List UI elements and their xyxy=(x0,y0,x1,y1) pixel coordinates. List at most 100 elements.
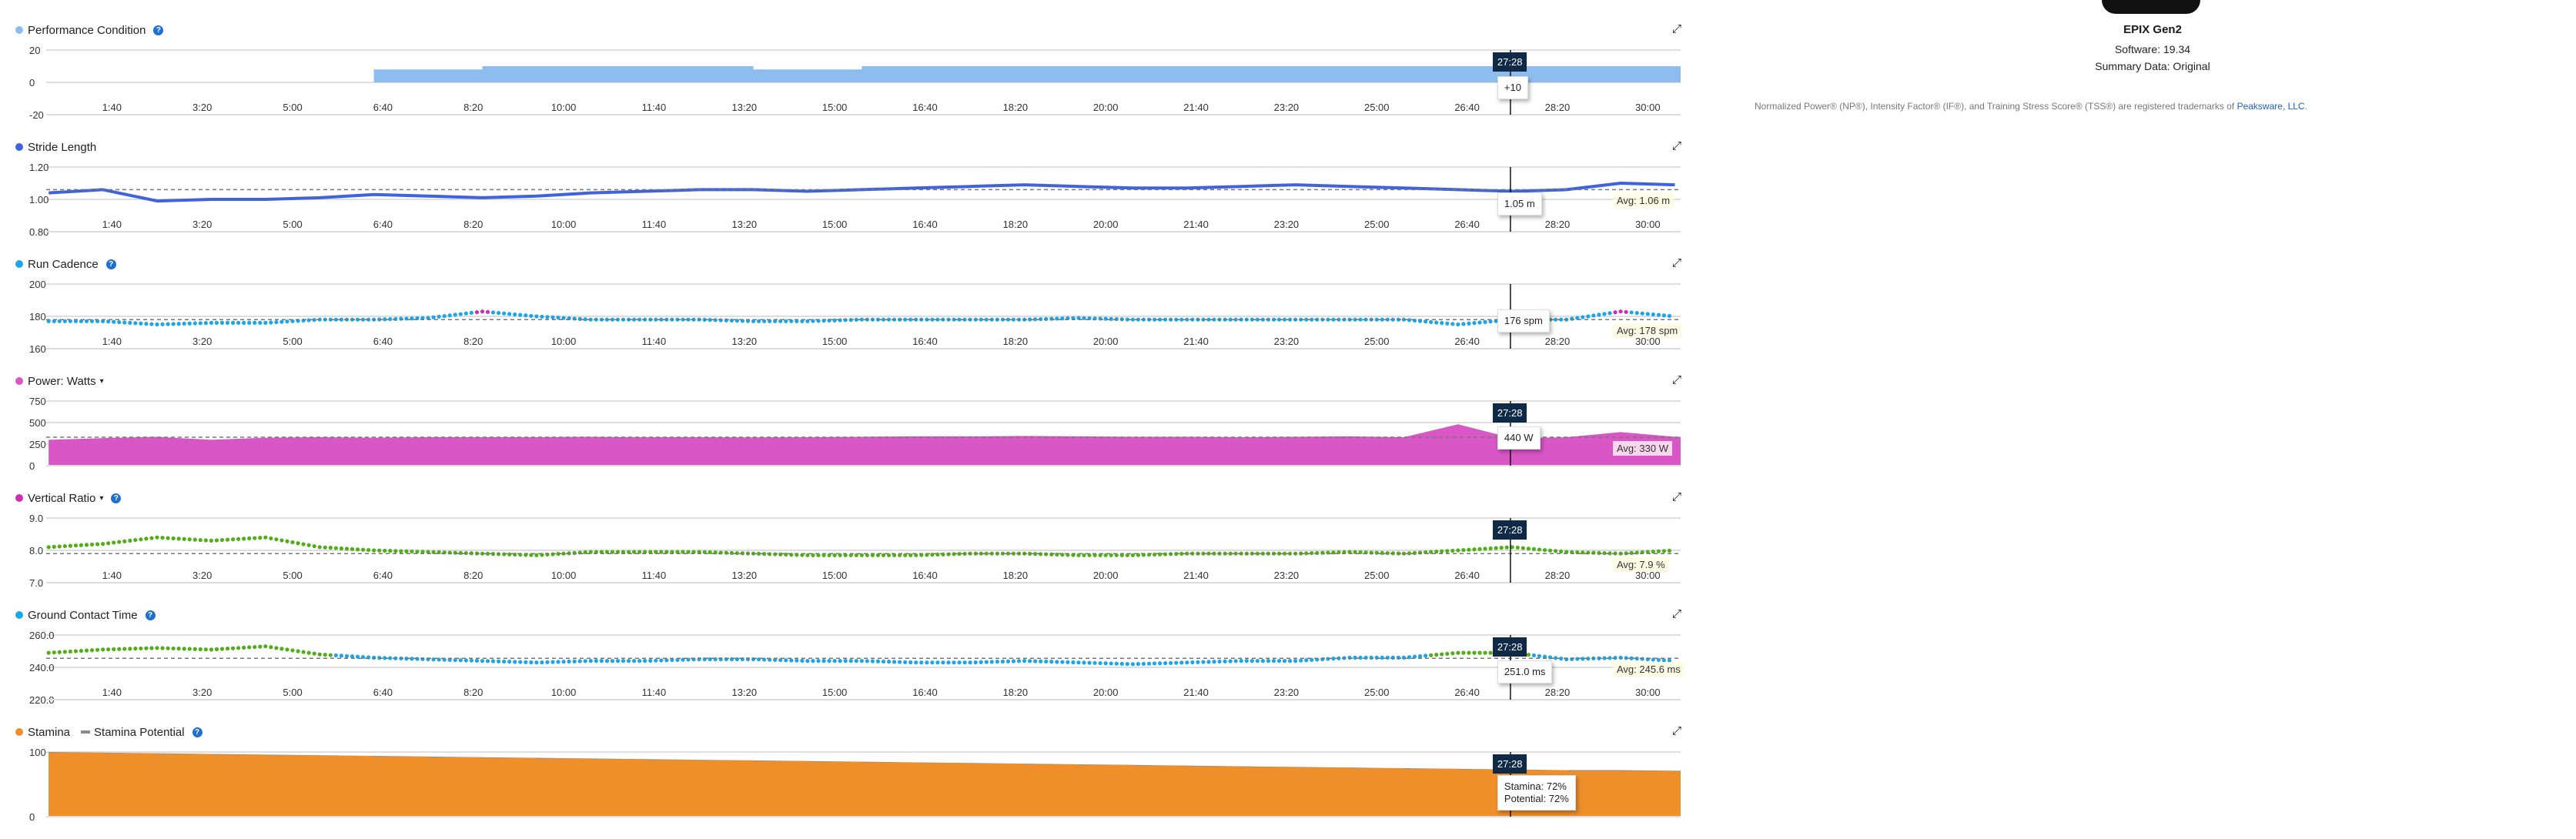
chart-plot[interactable]: 10001:403:205:006:408:2010:0011:4013:201… xyxy=(0,724,1694,839)
data-point xyxy=(664,550,669,554)
series-dot-icon xyxy=(15,494,23,502)
data-point xyxy=(1434,653,1439,657)
x-tick-label: 8:20 xyxy=(463,102,483,113)
data-point xyxy=(1461,547,1466,553)
x-tick-label: 28:20 xyxy=(1545,336,1571,347)
chart-plot[interactable]: 260.0 240.0 220.0 1:40 3:20 5:00 6:40 8:20 10:00… xyxy=(0,607,1694,722)
chart-plot[interactable]: 9.0 8.0 7.0 1:40 3:20 5:00 6:40 8:20 10:00 11:40 1… xyxy=(0,490,1694,605)
chart-header: Ground Contact Time? xyxy=(15,607,156,623)
chart-plot[interactable]: 1.20 1.00 0.80 1:40 3:20 5:00 6:40 8:20 10:00 11:… xyxy=(0,139,1694,254)
x-tick-label: 18:20 xyxy=(1003,570,1029,581)
help-icon[interactable]: ? xyxy=(153,25,164,35)
data-point xyxy=(903,660,908,664)
data-point xyxy=(242,320,246,325)
data-point xyxy=(410,549,414,554)
data-point xyxy=(1634,657,1639,661)
dropdown-caret-icon[interactable]: ▾ xyxy=(99,376,104,386)
data-point xyxy=(778,552,783,557)
data-point xyxy=(1076,316,1081,320)
device-image xyxy=(2102,0,2200,14)
x-tick-label: 15:00 xyxy=(822,687,848,698)
data-point xyxy=(604,317,610,322)
data-point xyxy=(556,316,560,320)
x-tick-label: 1:40 xyxy=(102,336,122,347)
data-point xyxy=(279,319,284,324)
chart-title: Performance Condition xyxy=(28,23,146,37)
help-icon[interactable]: ? xyxy=(105,259,116,269)
data-point xyxy=(1656,657,1661,662)
data-point xyxy=(155,646,159,650)
x-tick-label: 8:20 xyxy=(463,336,483,347)
y-tick-label: 7.0 xyxy=(29,577,43,589)
data-point xyxy=(219,647,225,651)
data-point xyxy=(1130,662,1136,667)
data-point xyxy=(306,318,311,323)
data-point xyxy=(182,321,186,326)
data-point xyxy=(1076,660,1081,665)
data-point xyxy=(914,660,918,665)
y-tick-label: 0 xyxy=(29,460,35,472)
average-label: Avg: 330 W xyxy=(1613,441,1672,456)
data-point xyxy=(214,538,219,543)
data-point xyxy=(133,321,138,326)
data-point xyxy=(886,553,892,557)
data-point xyxy=(230,320,236,325)
data-point xyxy=(1575,657,1580,661)
x-tick-label: 30:00 xyxy=(1635,219,1661,230)
series-dot-icon xyxy=(15,143,23,151)
expand-icon[interactable]: ⤢ xyxy=(1672,724,1682,737)
data-point xyxy=(540,660,544,665)
x-tick-label: 16:40 xyxy=(912,687,938,698)
expand-icon[interactable]: ⤢ xyxy=(1672,256,1682,269)
peaksware-link[interactable]: Peaksware, LLC xyxy=(2236,101,2305,112)
data-point xyxy=(458,658,463,663)
data-point xyxy=(290,648,295,653)
data-point xyxy=(1276,659,1282,664)
data-point xyxy=(995,660,999,664)
data-point xyxy=(328,546,333,550)
data-point xyxy=(626,550,631,554)
data-point xyxy=(513,312,517,317)
data-point xyxy=(1206,317,1211,322)
chart-plot[interactable]: 75050025001:403:205:006:408:2010:0011:40… xyxy=(0,373,1694,488)
data-point xyxy=(545,315,550,319)
data-point xyxy=(372,548,376,553)
data-point xyxy=(1434,320,1439,325)
data-point xyxy=(1591,313,1596,318)
data-point xyxy=(865,659,869,664)
data-point xyxy=(198,321,202,326)
data-point xyxy=(404,657,409,661)
chart-plot[interactable]: 200 180 160 1:40 3:20 5:00 6:40 8:20 10:00 11:40 1… xyxy=(0,256,1694,371)
trademark-notice: Normalized Power® (NP®), Intensity Facto… xyxy=(1755,101,2307,112)
data-point xyxy=(242,536,246,541)
data-point xyxy=(768,319,772,323)
data-point xyxy=(203,321,208,326)
data-point xyxy=(1591,550,1596,555)
x-tick-label: 1:40 xyxy=(102,102,122,113)
data-point xyxy=(1656,549,1661,553)
help-icon[interactable]: ? xyxy=(111,493,122,503)
x-tick-label: 28:20 xyxy=(1545,687,1571,698)
data-point xyxy=(176,536,181,541)
expand-icon[interactable]: ⤢ xyxy=(1672,607,1682,620)
expand-icon[interactable]: ⤢ xyxy=(1672,373,1682,386)
data-point xyxy=(437,314,441,319)
data-point xyxy=(1299,658,1303,663)
dropdown-caret-icon[interactable]: ▾ xyxy=(99,493,104,503)
tooltip-line: Stamina: 72% xyxy=(1504,781,1567,792)
data-point xyxy=(1028,551,1032,557)
help-icon[interactable]: ? xyxy=(145,610,156,620)
help-icon[interactable]: ? xyxy=(192,727,202,737)
data-point xyxy=(610,550,615,554)
x-tick-label: 25:00 xyxy=(1364,219,1390,230)
data-point xyxy=(848,659,853,664)
data-point xyxy=(1049,552,1054,557)
chart-plot[interactable]: 20 0 -20 1:40 3:20 5:00 6:40 8:20 10:00 11:40 13:2… xyxy=(0,22,1694,137)
data-point xyxy=(1130,553,1136,557)
expand-icon[interactable]: ⤢ xyxy=(1672,490,1682,503)
expand-icon[interactable]: ⤢ xyxy=(1672,139,1682,152)
data-point xyxy=(426,550,430,554)
expand-icon[interactable]: ⤢ xyxy=(1672,22,1682,35)
data-point xyxy=(816,553,821,557)
data-point xyxy=(101,319,105,323)
